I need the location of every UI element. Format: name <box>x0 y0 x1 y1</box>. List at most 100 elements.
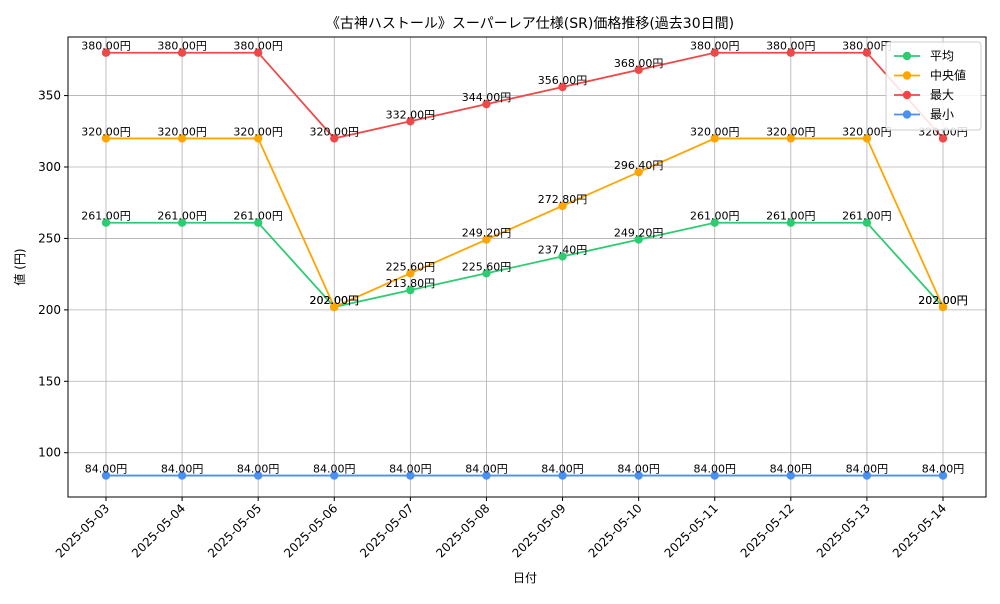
data-point <box>406 117 415 126</box>
data-point <box>634 471 643 480</box>
data-label: 320.00円 <box>310 125 360 138</box>
data-point <box>938 134 948 143</box>
x-tick-label: 2025-05-08 <box>433 501 492 560</box>
data-point <box>482 235 491 244</box>
data-label: 84.00円 <box>693 463 736 476</box>
data-point <box>177 471 187 480</box>
y-tick-label: 300 <box>38 160 61 174</box>
data-point <box>558 201 567 211</box>
data-point <box>406 285 415 295</box>
data-label: 84.00円 <box>617 463 660 476</box>
y-tick-label: 100 <box>38 446 61 460</box>
x-tick-label: 2025-05-03 <box>53 501 112 560</box>
x-tick-label: 2025-05-05 <box>205 501 264 560</box>
data-label: 380.00円 <box>766 40 816 53</box>
data-point <box>786 471 796 480</box>
data-label: 296.40円 <box>614 159 664 172</box>
data-point <box>786 218 796 227</box>
x-tick-label: 2025-05-12 <box>738 501 797 560</box>
data-label: 320.00円 <box>233 125 283 138</box>
data-point <box>101 471 111 480</box>
x-tick-label: 2025-05-04 <box>129 501 188 560</box>
data-label: 225.60円 <box>462 260 512 273</box>
data-label: 356.00円 <box>538 74 588 87</box>
data-point <box>634 65 643 75</box>
data-point <box>862 471 872 480</box>
data-label: 261.00円 <box>842 210 892 223</box>
data-point <box>253 471 263 480</box>
data-label: 84.00円 <box>389 463 432 476</box>
chart-title: 《古神ハストール》スーパーレア仕様(SR)価格推移(過去30日間) <box>326 16 734 32</box>
data-label: 249.20円 <box>614 227 664 240</box>
data-point <box>558 252 567 261</box>
data-label: 202.00円 <box>310 294 360 307</box>
data-point <box>558 82 567 92</box>
data-label: 225.60円 <box>386 260 436 273</box>
data-point <box>710 134 719 143</box>
data-point <box>710 48 719 57</box>
data-labels: 261.00円 261.00円 261.00円 202.00円 213.80円 225.6… <box>81 40 968 476</box>
data-label: 380.00円 <box>157 40 207 53</box>
data-point <box>177 48 187 57</box>
data-label: 84.00円 <box>770 463 813 476</box>
series-line <box>106 137 944 309</box>
data-label: 202.00円 <box>918 294 968 307</box>
data-point <box>558 471 567 480</box>
x-tick-label: 2025-05-07 <box>357 501 416 560</box>
grid-lines <box>68 37 986 497</box>
data-point <box>330 471 339 480</box>
data-point <box>862 48 872 57</box>
data-point <box>406 471 415 480</box>
data-point <box>862 218 872 227</box>
data-label: 84.00円 <box>237 463 280 476</box>
y-tick-label: 150 <box>38 374 61 388</box>
data-label: 380.00円 <box>233 40 283 53</box>
data-label: 249.20円 <box>462 227 512 240</box>
data-point <box>710 471 719 480</box>
data-label: 380.00円 <box>690 40 740 53</box>
data-point <box>177 134 187 143</box>
data-point <box>253 48 263 57</box>
data-label: 320.00円 <box>157 125 207 138</box>
data-label: 261.00円 <box>157 210 207 223</box>
data-point <box>253 218 263 227</box>
axis-ticks: 2025-05-03 2025-05-04 2025-05-05 2025-05-06… <box>38 89 949 561</box>
x-tick-label: 2025-05-14 <box>890 501 949 560</box>
data-point <box>253 134 263 143</box>
data-point <box>634 235 643 244</box>
data-point <box>177 218 187 227</box>
data-label: 261.00円 <box>690 210 740 223</box>
data-label: 380.00円 <box>842 40 892 53</box>
series-layer <box>101 48 948 480</box>
legend-marker <box>902 71 912 80</box>
data-label: 261.00円 <box>766 210 816 223</box>
legend-marker <box>902 51 912 61</box>
data-label: 368.00円 <box>614 57 664 70</box>
y-axis-label: 値 (円) <box>12 248 27 285</box>
data-label: 84.00円 <box>541 463 584 476</box>
data-point <box>101 218 111 227</box>
data-label: 84.00円 <box>465 463 508 476</box>
data-point <box>786 134 796 143</box>
data-point <box>710 218 719 227</box>
data-label: 320.00円 <box>690 125 740 138</box>
x-tick-label: 2025-05-09 <box>509 501 568 560</box>
data-point <box>101 134 111 143</box>
data-label: 261.00円 <box>233 210 283 223</box>
y-tick-label: 250 <box>38 231 61 245</box>
y-tick-label: 200 <box>38 303 61 317</box>
x-tick-label: 2025-05-06 <box>281 501 340 560</box>
data-label: 320.00円 <box>842 125 892 138</box>
x-axis-label: 日付 <box>513 571 537 585</box>
data-point <box>786 48 796 57</box>
data-label: 320.00円 <box>81 125 131 138</box>
data-label: 84.00円 <box>85 463 128 476</box>
data-point <box>101 48 111 57</box>
data-label: 84.00円 <box>846 463 889 476</box>
legend-label: 最大 <box>930 88 954 102</box>
data-label: 84.00円 <box>922 463 965 476</box>
x-tick-label: 2025-05-13 <box>814 501 873 560</box>
